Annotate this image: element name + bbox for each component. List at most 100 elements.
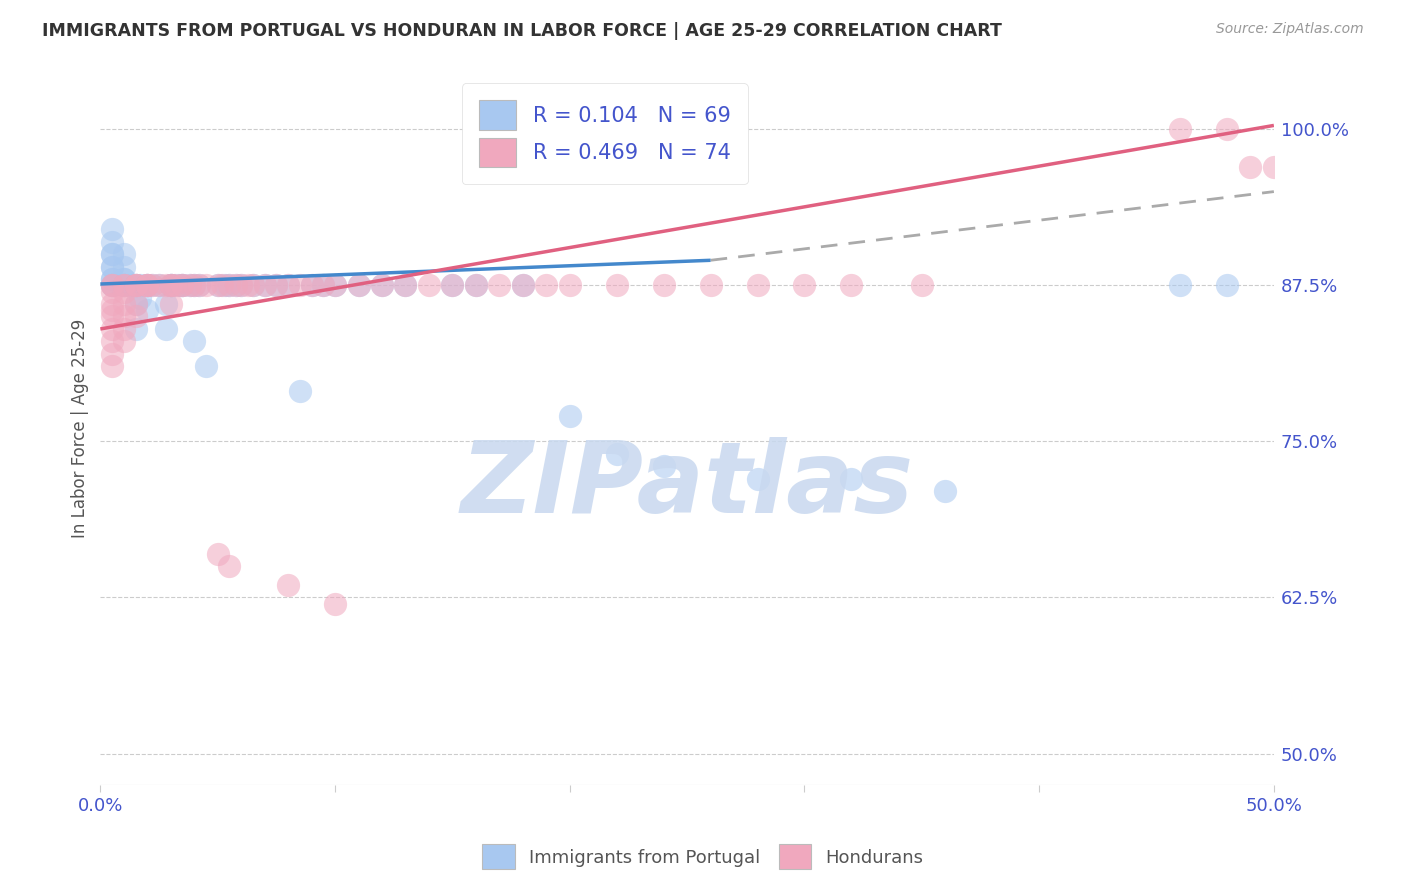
Point — [112, 322, 135, 336]
Point — [1168, 278, 1191, 293]
Point — [101, 303, 124, 318]
Point — [1239, 160, 1261, 174]
Point — [112, 334, 135, 349]
Point — [207, 278, 229, 293]
Point — [207, 278, 229, 293]
Point — [120, 278, 142, 293]
Point — [225, 278, 247, 293]
Point — [1263, 160, 1285, 174]
Point — [536, 278, 558, 293]
Point — [101, 278, 124, 293]
Point — [124, 297, 146, 311]
Point — [101, 278, 124, 293]
Point — [371, 278, 394, 293]
Point — [441, 278, 464, 293]
Point — [129, 291, 152, 305]
Point — [253, 278, 276, 293]
Point — [323, 597, 346, 611]
Point — [172, 278, 194, 293]
Point — [155, 322, 177, 336]
Point — [136, 278, 159, 293]
Point — [124, 278, 146, 293]
Point — [101, 285, 124, 299]
Point — [172, 278, 194, 293]
Point — [187, 278, 209, 293]
Point — [112, 247, 135, 261]
Point — [148, 278, 170, 293]
Point — [112, 272, 135, 286]
Point — [277, 278, 299, 293]
Point — [155, 278, 177, 293]
Point — [124, 278, 146, 293]
Text: ZIPatlas: ZIPatlas — [461, 437, 914, 534]
Point — [747, 278, 769, 293]
Point — [179, 278, 201, 293]
Point — [323, 278, 346, 293]
Point — [652, 278, 675, 293]
Point — [101, 222, 124, 236]
Point — [101, 247, 124, 261]
Point — [159, 278, 181, 293]
Point — [183, 278, 205, 293]
Point — [136, 278, 159, 293]
Point — [179, 278, 201, 293]
Point — [558, 278, 581, 293]
Point — [394, 278, 416, 293]
Point — [323, 278, 346, 293]
Point — [218, 278, 240, 293]
Point — [1216, 278, 1239, 293]
Point — [347, 278, 370, 293]
Point — [418, 278, 440, 293]
Point — [159, 278, 181, 293]
Point — [312, 278, 335, 293]
Point — [159, 278, 181, 293]
Point — [558, 409, 581, 424]
Point — [112, 260, 135, 274]
Point — [124, 278, 146, 293]
Point — [148, 278, 170, 293]
Point — [136, 278, 159, 293]
Point — [747, 472, 769, 486]
Point — [266, 278, 288, 293]
Point — [841, 472, 863, 486]
Point — [231, 278, 253, 293]
Point — [464, 278, 486, 293]
Point — [1216, 122, 1239, 136]
Point — [194, 359, 217, 374]
Point — [1168, 122, 1191, 136]
Point — [441, 278, 464, 293]
Y-axis label: In Labor Force | Age 25-29: In Labor Force | Age 25-29 — [72, 319, 89, 539]
Point — [129, 278, 152, 293]
Point — [652, 459, 675, 474]
Point — [124, 310, 146, 324]
Point — [312, 278, 335, 293]
Point — [512, 278, 534, 293]
Point — [124, 278, 146, 293]
Point — [112, 278, 135, 293]
Point — [512, 278, 534, 293]
Point — [911, 278, 934, 293]
Point — [172, 278, 194, 293]
Point — [288, 278, 311, 293]
Point — [288, 384, 311, 399]
Point — [183, 334, 205, 349]
Point — [793, 278, 815, 293]
Point — [101, 272, 124, 286]
Legend: Immigrants from Portugal, Hondurans: Immigrants from Portugal, Hondurans — [474, 835, 932, 879]
Point — [464, 278, 486, 293]
Point — [606, 447, 628, 461]
Point — [136, 278, 159, 293]
Point — [112, 272, 135, 286]
Point — [136, 303, 159, 318]
Point — [166, 278, 188, 293]
Point — [214, 278, 236, 293]
Point — [101, 235, 124, 249]
Point — [101, 260, 124, 274]
Point — [277, 278, 299, 293]
Point — [101, 260, 124, 274]
Point — [159, 297, 181, 311]
Text: Source: ZipAtlas.com: Source: ZipAtlas.com — [1216, 22, 1364, 37]
Text: IMMIGRANTS FROM PORTUGAL VS HONDURAN IN LABOR FORCE | AGE 25-29 CORRELATION CHAR: IMMIGRANTS FROM PORTUGAL VS HONDURAN IN … — [42, 22, 1002, 40]
Point — [238, 278, 260, 293]
Point — [101, 297, 124, 311]
